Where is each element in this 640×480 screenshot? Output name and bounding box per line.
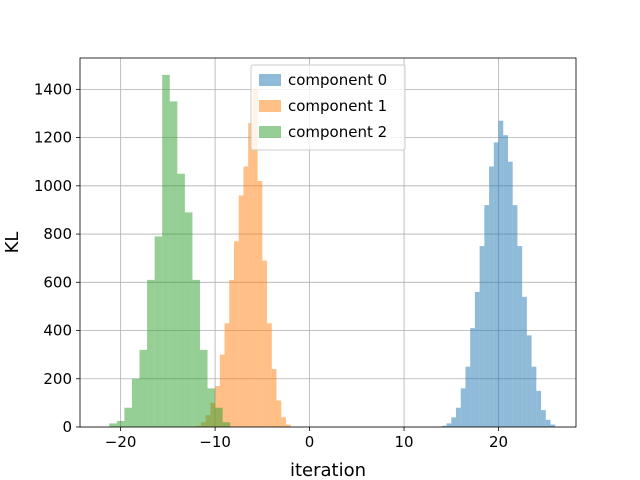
histogram-bar: [252, 89, 258, 428]
histogram-bar: [526, 335, 532, 427]
histogram-bar: [531, 366, 537, 427]
y-axis-label: KL: [2, 232, 23, 254]
y-tick-label: 400: [43, 322, 72, 340]
x-axis-label: iteration: [290, 460, 366, 480]
histogram-bar: [192, 279, 200, 427]
histogram-bar: [124, 407, 132, 427]
histogram-bar: [541, 410, 546, 427]
legend-swatch: [259, 74, 281, 86]
histogram-bar: [281, 417, 286, 427]
legend-box: [250, 64, 406, 151]
histogram-bar: [116, 420, 125, 427]
legend-label: component 2: [288, 123, 387, 141]
x-axis-ticks: −20 −10 0 10 20: [105, 427, 508, 451]
histogram-bar: [536, 390, 542, 427]
histogram-bar: [522, 296, 527, 427]
x-tick-label: 20: [489, 433, 508, 451]
histogram-bar: [207, 388, 216, 427]
histogram-bar: [262, 260, 268, 427]
histogram-bar: [498, 120, 504, 428]
histogram-bar: [222, 422, 231, 427]
histogram-bar: [162, 74, 170, 427]
histogram-bar: [243, 166, 249, 427]
y-tick-label: 0: [62, 418, 72, 436]
histogram-bar: [199, 349, 208, 427]
x-tick-label: −10: [199, 433, 231, 451]
histogram-bar: [489, 166, 494, 427]
histogram-bar: [276, 400, 282, 427]
histogram-bar: [456, 407, 461, 427]
histogram-bar: [451, 417, 457, 427]
histogram-bar: [224, 323, 230, 427]
histogram-bar: [229, 279, 234, 427]
legend: component 0 component 1 component 2: [250, 64, 406, 151]
series-2-bars: [109, 74, 231, 427]
legend-swatch: [259, 100, 281, 112]
histogram-bar: [184, 212, 193, 427]
y-tick-label: 600: [43, 273, 72, 291]
histogram-bar: [271, 369, 277, 427]
histogram-bar: [512, 205, 518, 427]
histogram-bar: [550, 424, 556, 427]
histogram-bar: [484, 205, 490, 427]
histogram-bar: [470, 328, 475, 427]
plot-frame: [79, 57, 577, 428]
histogram-bar: [479, 246, 485, 427]
histogram-bar: [460, 388, 466, 427]
y-axis-ticks: 0 200 400 600 800 1000 1200 1400: [34, 80, 80, 436]
legend-swatch: [259, 126, 281, 138]
histogram-bar: [257, 181, 263, 427]
y-tick-label: 1000: [34, 177, 72, 195]
legend-label: component 0: [288, 71, 387, 89]
legend-label: component 1: [288, 97, 387, 115]
series-0-bars: [441, 120, 556, 428]
series-1-bars: [196, 89, 291, 428]
histogram-bars: [109, 74, 556, 428]
y-tick-label: 800: [43, 225, 72, 243]
histogram-bar: [267, 323, 272, 427]
histogram-bar: [474, 291, 480, 427]
histogram-bar: [169, 101, 178, 427]
histogram-bar: [109, 423, 117, 427]
histogram-bar: [248, 123, 253, 427]
histogram-bar: [517, 246, 523, 427]
x-tick-label: 0: [305, 433, 315, 451]
histogram-bar: [238, 195, 244, 427]
y-tick-label: 1400: [34, 80, 72, 98]
histogram-bar: [446, 423, 452, 427]
histogram-bar: [215, 407, 223, 427]
histogram-bar: [493, 142, 499, 428]
x-tick-label: 10: [395, 433, 414, 451]
y-tick-label: 1200: [34, 129, 72, 147]
histogram-bar: [219, 354, 225, 427]
histogram-bar: [147, 279, 155, 427]
histogram-bar: [139, 349, 148, 427]
histogram-bar: [441, 425, 447, 427]
x-tick-label: −20: [105, 433, 137, 451]
histogram-bar: [545, 419, 551, 427]
histogram-bar: [154, 236, 163, 427]
histogram-bar: [503, 135, 508, 428]
histogram-bar: [285, 424, 291, 427]
histogram-bar: [131, 378, 140, 427]
histogram-bar: [215, 386, 220, 427]
histogram-bar: [465, 366, 471, 427]
histogram-bar: [177, 173, 185, 427]
y-tick-label: 200: [43, 370, 72, 388]
histogram-bar: [507, 161, 513, 428]
histogram-bar: [233, 241, 239, 427]
